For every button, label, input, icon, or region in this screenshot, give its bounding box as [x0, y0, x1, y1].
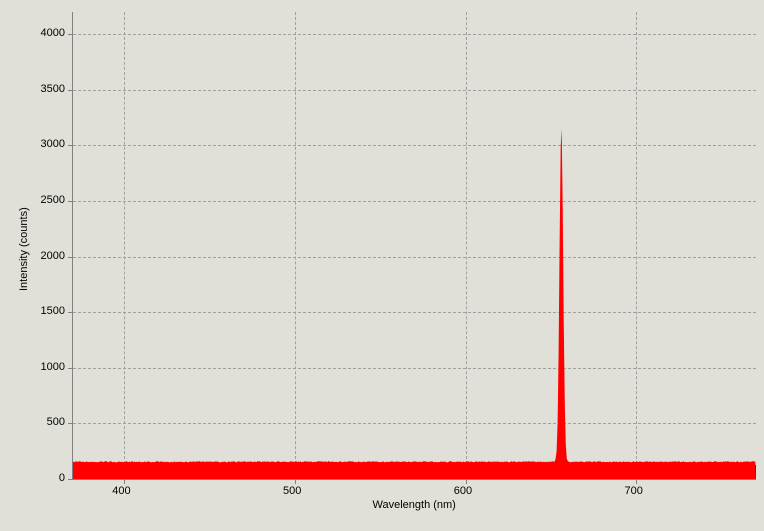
x-tick-mark [295, 479, 296, 484]
y-axis-label: Intensity (counts) [18, 207, 30, 291]
intensity-trace [73, 12, 756, 479]
y-axis-line [72, 12, 73, 479]
x-tick-label: 400 [112, 485, 130, 497]
y-tick-mark [68, 312, 73, 313]
y-tick-label: 3500 [41, 83, 65, 95]
y-tick-label: 500 [47, 416, 65, 428]
spectrum-chart: Intensity (counts) Wavelength (nm) 0 500 1… [0, 0, 764, 531]
x-tick-label: 700 [624, 485, 642, 497]
plot-area [73, 12, 756, 479]
y-tick-label: 4000 [41, 27, 65, 39]
x-tick-mark [466, 479, 467, 484]
x-tick-mark [636, 479, 637, 484]
y-tick-mark [68, 368, 73, 369]
x-tick-mark [124, 479, 125, 484]
y-tick-label: 0 [59, 472, 65, 484]
y-tick-label: 1000 [41, 361, 65, 373]
y-tick-label: 3000 [41, 138, 65, 150]
y-tick-label: 2500 [41, 194, 65, 206]
y-tick-label: 1500 [41, 305, 65, 317]
x-axis-line [72, 479, 756, 480]
x-tick-label: 500 [283, 485, 301, 497]
y-tick-mark [68, 90, 73, 91]
x-tick-label: 600 [454, 485, 472, 497]
y-tick-mark [68, 423, 73, 424]
y-tick-label: 2000 [41, 250, 65, 262]
y-tick-mark [68, 257, 73, 258]
y-tick-mark [68, 201, 73, 202]
y-tick-mark [68, 145, 73, 146]
x-axis-label: Wavelength (nm) [373, 499, 456, 511]
y-tick-mark [68, 479, 73, 480]
y-tick-mark [68, 34, 73, 35]
